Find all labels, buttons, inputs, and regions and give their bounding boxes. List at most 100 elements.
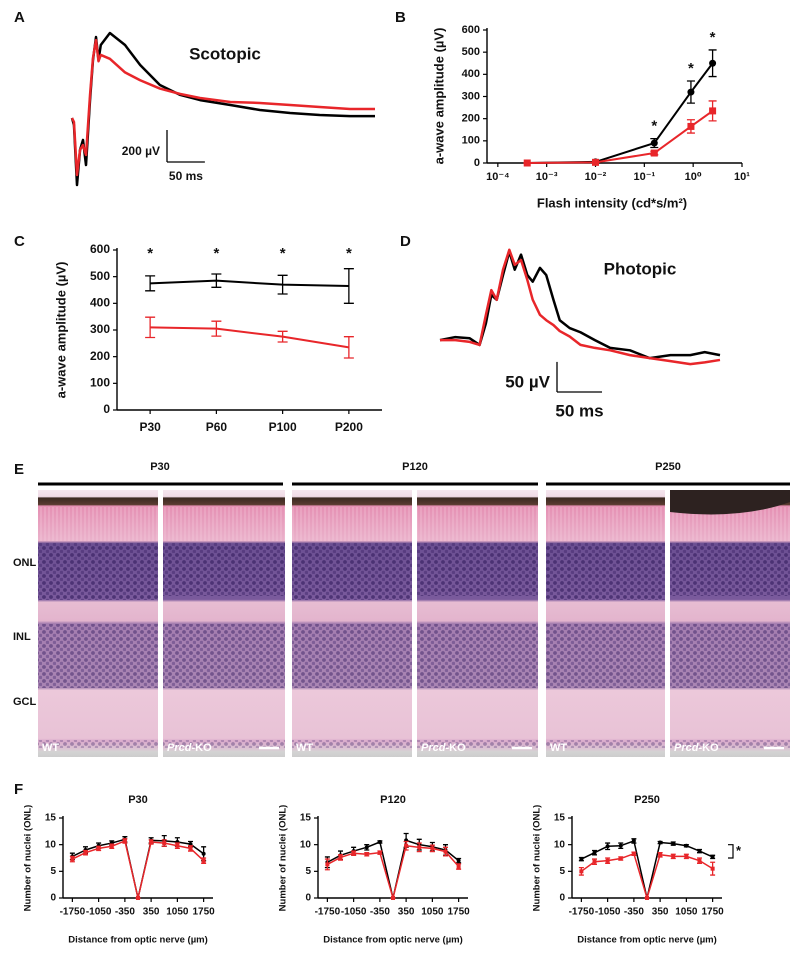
y-tick-label: 5 [559,866,565,877]
y-axis-label: Number of nuclei (ONL) [278,805,289,912]
marker [122,838,127,843]
column-header: P30 [150,461,170,473]
x-tick-label: 350 [652,907,669,918]
y-tick-label: 400 [90,296,110,310]
marker [709,59,717,67]
y-tick-label: 0 [50,893,56,904]
x-tick-label: -350 [624,907,644,918]
marker [631,838,636,843]
panel-label: F [14,781,23,798]
x-tick-label: 350 [143,907,160,918]
y-tick-label: 200 [462,113,480,125]
marker [377,840,382,844]
x-tick-label: P100 [269,420,297,434]
marker [592,859,597,864]
marker [645,896,649,900]
y-tick-label: 300 [462,90,480,102]
gene-name: Prcd [674,742,699,754]
y-tick-label: 500 [462,46,480,58]
marker [671,854,676,859]
scale-bar-label: 50 ms [169,169,203,183]
x-tick-label: -350 [115,907,135,918]
y-tick-label: 100 [90,376,110,390]
marker [96,846,101,851]
gcl-nuclei [546,740,665,748]
layer-label: GCL [13,696,37,708]
error-bar [277,274,288,295]
marker [364,852,369,857]
marker [404,843,409,848]
y-tick-label: 15 [45,813,57,824]
x-axis-label: Distance from optic nerve (µm) [68,935,208,946]
layer-label: ONL [13,557,37,569]
marker [658,852,663,857]
x-axis-label: Distance from optic nerve (µm) [577,935,717,946]
marker [188,846,193,851]
y-tick-label: 0 [474,157,480,169]
genotype-label: WT [550,742,567,754]
marker [364,845,369,850]
inl-nuclei [163,624,285,688]
genotype-suffix: -KO [698,742,719,754]
x-axis-label: Distance from optic nerve (µm) [323,935,463,946]
error-bar [343,336,354,359]
onl-nuclei [163,543,285,596]
marker [149,840,154,844]
genotype-suffix: -KO [445,742,466,754]
marker [162,841,167,846]
marker [671,841,676,846]
marker [417,845,422,850]
marker [650,139,658,147]
scale-bar-label: 200 µV [122,144,160,158]
histology-image: WT [38,490,158,757]
x-tick-label: 10⁻³ [536,171,558,183]
genotype-suffix: -KO [191,742,212,754]
error-bar [211,320,222,337]
chart-title: P120 [380,794,406,806]
chart-title: Photopic [604,259,677,278]
histology-image: WT [292,490,412,757]
y-tick-label: 600 [462,24,480,36]
marker [456,864,461,869]
error-bar [145,275,156,292]
panel-label: A [14,9,25,26]
inl-nuclei [38,624,158,688]
outer-segments [292,507,412,541]
y-tick-label: 600 [90,242,110,256]
gcl-nuclei [38,740,158,748]
scale-bar-label: 50 µV [505,372,550,391]
gene-name: Prcd [421,742,446,754]
error-bar [211,273,222,288]
marker [325,862,330,867]
x-tick-label: 1050 [421,907,444,918]
marker [430,846,435,851]
marker [687,122,695,130]
onl-nuclei [292,543,412,600]
histology-image: Prcd-KO [163,490,285,757]
significance: * [651,118,657,135]
marker [456,858,461,863]
x-tick-label: -1050 [86,907,112,918]
inl-nuclei [546,624,665,688]
x-tick-label: -1050 [341,907,367,918]
marker [687,88,695,96]
x-tick-label: -1750 [569,907,595,918]
y-tick-label: 10 [554,839,566,850]
x-tick-label: 350 [398,907,415,918]
panel-label: B [395,9,406,26]
significance: * [280,245,286,262]
marker [201,851,206,856]
y-tick-label: 15 [554,813,566,824]
marker [710,854,715,859]
x-tick-label: 1050 [166,907,189,918]
y-tick-label: 100 [462,135,480,147]
significance: * [213,245,219,262]
y-tick-label: 500 [90,269,110,283]
outer-segments [417,507,538,541]
data-line [72,840,205,899]
x-axis-label: Flash intensity (cd*s/m²) [537,195,687,210]
marker [658,840,663,845]
error-bar [145,316,156,339]
